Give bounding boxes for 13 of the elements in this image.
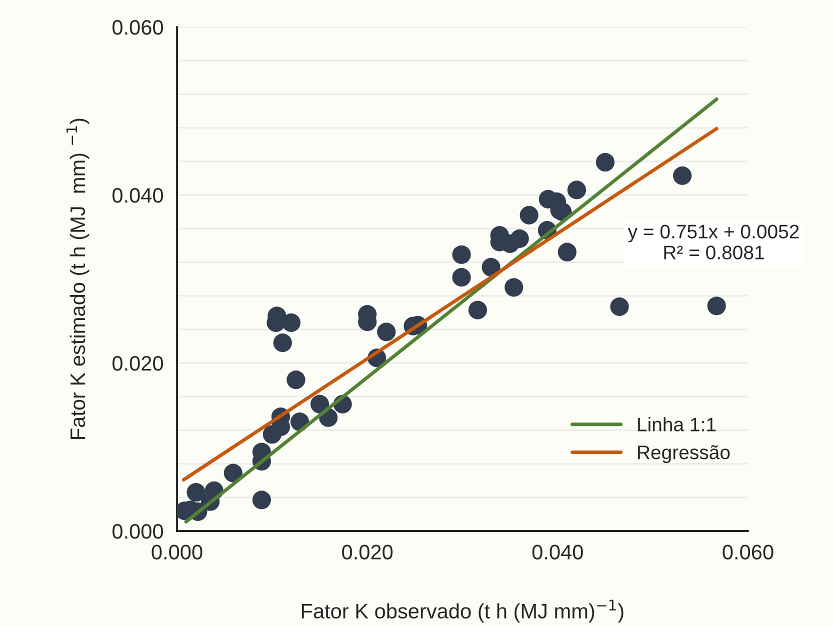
annotation: y = 0.751x + 0.0052 R² = 0.8081 xyxy=(628,224,799,260)
y-tick-label: 0.000 xyxy=(112,524,163,539)
x-tick-label: 0.000 xyxy=(152,544,202,560)
x-axis-title: Fator K observado (t h (MJ mm)$^{−1}$) xyxy=(302,600,624,623)
x-tick-label: 0.060 xyxy=(722,544,774,560)
y-tick-label: 0.040 xyxy=(112,188,163,203)
x-tick-label: 0.040 xyxy=(532,544,583,560)
y-tick-label: 0.060 xyxy=(112,20,163,35)
x-tick-label: 0.020 xyxy=(342,544,393,560)
y-axis-title: Fator K estimado (t h (MJ mm) $^{−1}$) xyxy=(66,118,90,439)
y-tick-label: 0.020 xyxy=(112,356,163,371)
legend-label: Linha 1:1 xyxy=(638,417,716,432)
legend-label: Regressão xyxy=(638,445,730,464)
